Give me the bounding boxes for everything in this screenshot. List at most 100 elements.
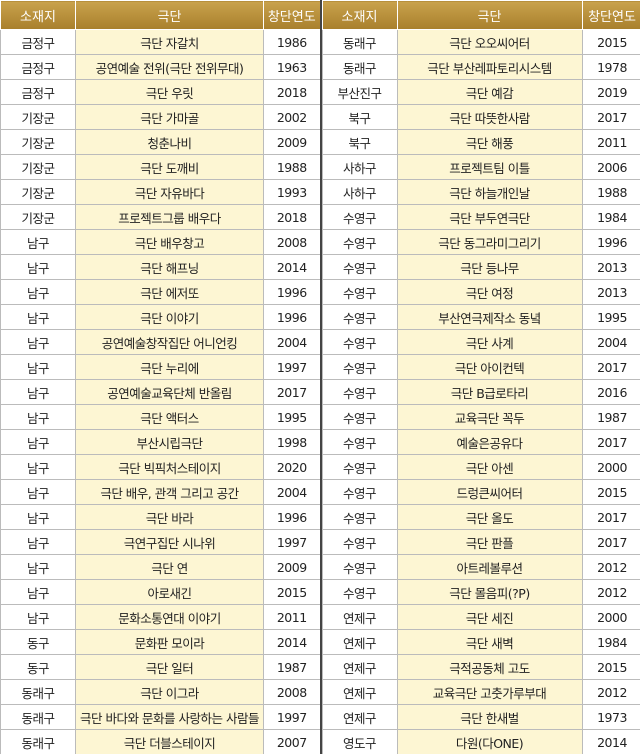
location-cell: 수영구 bbox=[321, 479, 398, 505]
location-cell: 사하구 bbox=[321, 179, 398, 205]
year-cell: 2000 bbox=[581, 454, 640, 480]
year-cell: 2017 bbox=[581, 354, 640, 380]
row: 북구 극단 해풍 2011 bbox=[321, 129, 640, 155]
location-cell: 남구 bbox=[0, 229, 76, 255]
year-cell: 2011 bbox=[581, 129, 640, 155]
troupe-cell: 극단 오오씨어터 bbox=[396, 29, 583, 55]
troupe-cell: 부산연극제작소 동녘 bbox=[396, 304, 583, 330]
location-cell: 수영구 bbox=[321, 204, 398, 230]
row: 남구 공연예술창작집단 어니언킹 2004 bbox=[0, 329, 321, 355]
location-cell: 동래구 bbox=[321, 29, 398, 55]
location-cell: 동래구 bbox=[0, 729, 76, 754]
year-cell: 2017 bbox=[581, 529, 640, 555]
location-cell: 남구 bbox=[0, 404, 76, 430]
location-cell: 기장군 bbox=[0, 129, 76, 155]
troupe-cell: 극단 우릿 bbox=[75, 79, 264, 105]
location-cell: 기장군 bbox=[0, 154, 76, 180]
row: 수영구 극단 판플 2017 bbox=[321, 529, 640, 555]
troupe-cell: 프로젝트팀 이틀 bbox=[396, 154, 583, 180]
year-cell: 2019 bbox=[581, 79, 640, 105]
troupe-cell: 극단 등나무 bbox=[396, 254, 583, 280]
location-cell: 수영구 bbox=[321, 554, 398, 580]
year-cell: 2009 bbox=[263, 554, 321, 580]
year-cell: 2014 bbox=[581, 729, 640, 754]
year-cell: 1996 bbox=[263, 304, 321, 330]
troupe-cell: 공연예술 전위(극단 전위무대) bbox=[75, 54, 264, 80]
row: 남구 아로새긴 2015 bbox=[0, 579, 321, 605]
troupe-cell: 극단 동그라미그리기 bbox=[396, 229, 583, 255]
location-cell: 남구 bbox=[0, 304, 76, 330]
troupe-cell: 공연예술창작집단 어니언킹 bbox=[75, 329, 264, 355]
year-cell: 2004 bbox=[263, 329, 321, 355]
year-cell: 1997 bbox=[263, 354, 321, 380]
location-cell: 남구 bbox=[0, 354, 76, 380]
troupe-cell: 극단 따뜻한사람 bbox=[396, 104, 583, 130]
header-cell: 극단 bbox=[75, 0, 264, 30]
location-cell: 기장군 bbox=[0, 204, 76, 230]
row: 남구 극단 배우, 관객 그리고 공간 2004 bbox=[0, 479, 321, 505]
location-cell: 수영구 bbox=[321, 279, 398, 305]
year-cell: 1997 bbox=[263, 704, 321, 730]
row: 영도구 다원(다ONE) 2014 bbox=[321, 729, 640, 754]
row: 연제구 극단 한새벌 1973 bbox=[321, 704, 640, 730]
location-cell: 연제구 bbox=[321, 629, 398, 655]
year-cell: 2008 bbox=[263, 679, 321, 705]
year-cell: 2013 bbox=[581, 279, 640, 305]
troupe-cell: 프로젝트그룹 배우다 bbox=[75, 204, 264, 230]
year-cell: 2012 bbox=[581, 579, 640, 605]
row: 금정구 극단 우릿 2018 bbox=[0, 79, 321, 105]
row: 수영구 극단 동그라미그리기 1996 bbox=[321, 229, 640, 255]
troupe-cell: 극단 사계 bbox=[396, 329, 583, 355]
troupe-cell: 극단 세진 bbox=[396, 604, 583, 630]
row: 사하구 극단 하늘개인날 1988 bbox=[321, 179, 640, 205]
year-cell: 1997 bbox=[263, 529, 321, 555]
location-cell: 남구 bbox=[0, 329, 76, 355]
row: 남구 극단 배우창고 2008 bbox=[0, 229, 321, 255]
header-cell: 극단 bbox=[396, 0, 583, 30]
row: 동래구 극단 바다와 문화를 사랑하는 사람들 1997 bbox=[0, 704, 321, 730]
location-cell: 남구 bbox=[0, 604, 76, 630]
troupe-cell: 극단 도깨비 bbox=[75, 154, 264, 180]
location-cell: 금정구 bbox=[0, 79, 76, 105]
location-cell: 금정구 bbox=[0, 29, 76, 55]
location-cell: 남구 bbox=[0, 279, 76, 305]
year-cell: 1987 bbox=[263, 654, 321, 680]
location-cell: 연제구 bbox=[321, 679, 398, 705]
troupe-cell: 극단 몰음피(?P) bbox=[396, 579, 583, 605]
row: 수영구 극단 몰음피(?P) 2012 bbox=[321, 579, 640, 605]
row: 기장군 극단 가마골 2002 bbox=[0, 104, 321, 130]
location-cell: 영도구 bbox=[321, 729, 398, 754]
troupe-cell: 부산시립극단 bbox=[75, 429, 264, 455]
row: 남구 극단 빅픽처스테이지 2020 bbox=[0, 454, 321, 480]
location-cell: 수영구 bbox=[321, 379, 398, 405]
year-cell: 1986 bbox=[263, 29, 321, 55]
header-row: 소재지 극단 창단연도 bbox=[0, 0, 321, 30]
troupe-cell: 극단 누리에 bbox=[75, 354, 264, 380]
row: 남구 공연예술교육단체 반올림 2017 bbox=[0, 379, 321, 405]
row: 부산진구 극단 예감 2019 bbox=[321, 79, 640, 105]
year-cell: 2004 bbox=[263, 479, 321, 505]
troupe-cell: 극단 부두연극단 bbox=[396, 204, 583, 230]
troupe-cell: 청춘나비 bbox=[75, 129, 264, 155]
year-cell: 2014 bbox=[263, 254, 321, 280]
row: 기장군 극단 자유바다 1993 bbox=[0, 179, 321, 205]
troupe-cell: 교육극단 고춧가루부대 bbox=[396, 679, 583, 705]
year-cell: 2015 bbox=[581, 29, 640, 55]
row: 남구 부산시립극단 1998 bbox=[0, 429, 321, 455]
troupe-cell: 아트레볼루션 bbox=[396, 554, 583, 580]
year-cell: 2012 bbox=[581, 679, 640, 705]
location-cell: 남구 bbox=[0, 454, 76, 480]
troupe-cell: 극단 더블스테이지 bbox=[75, 729, 264, 754]
year-cell: 2009 bbox=[263, 129, 321, 155]
header-cell: 창단연도 bbox=[263, 0, 321, 30]
location-cell: 남구 bbox=[0, 554, 76, 580]
row: 남구 문화소통연대 이야기 2011 bbox=[0, 604, 321, 630]
year-cell: 2015 bbox=[581, 479, 640, 505]
row: 수영구 드렁큰씨어터 2015 bbox=[321, 479, 640, 505]
row: 기장군 프로젝트그룹 배우다 2018 bbox=[0, 204, 321, 230]
row: 남구 극단 바라 1996 bbox=[0, 504, 321, 530]
year-cell: 1995 bbox=[263, 404, 321, 430]
troupe-cell: 극단 판플 bbox=[396, 529, 583, 555]
year-cell: 1987 bbox=[581, 404, 640, 430]
year-cell: 1998 bbox=[263, 429, 321, 455]
